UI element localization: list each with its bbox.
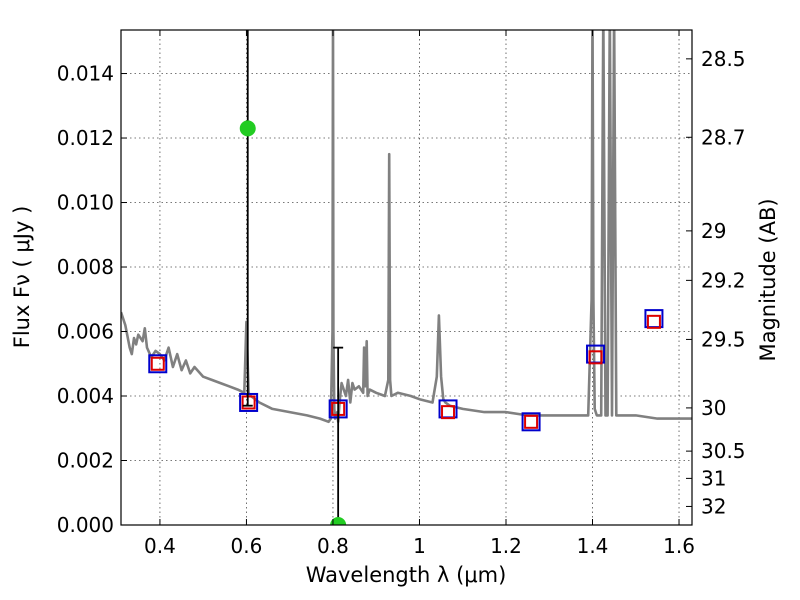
x-axis-title: Wavelength λ (μm) (306, 563, 507, 587)
x-tick-label: 0.8 (317, 534, 349, 558)
x-tick-label: 0.6 (231, 534, 263, 558)
detection-point (330, 517, 347, 525)
y-tick-label: 0.006 (57, 320, 114, 344)
y-tick-label: 0.008 (57, 255, 114, 279)
y-tick-label: 0.002 (57, 449, 114, 473)
right-tick-label: 31 (701, 466, 726, 490)
model-photometry-point (521, 412, 541, 432)
model-photometry-point (148, 354, 168, 374)
axis-ticks: 0.4 0.6 0.8 1 1.2 1.4 1.6 0.000 0.002 0.004 0.006 0… (57, 30, 746, 558)
spectrum-line (121, 30, 692, 424)
x-tick-label: 1.6 (663, 534, 695, 558)
y-tick-label: 0.012 (57, 126, 114, 150)
right-tick-label: 30.5 (701, 439, 746, 463)
observed-photometry-point (150, 356, 165, 371)
y-tick-label: 0.014 (57, 62, 114, 86)
x-tick-label: 0.4 (144, 534, 176, 558)
x-tick-label: 1.4 (577, 534, 609, 558)
observed-photometry-point (588, 350, 603, 365)
right-tick-label: 30 (701, 396, 726, 420)
y-tick-label: 0.000 (57, 513, 114, 537)
plot-frame (120, 29, 693, 526)
plot-data (121, 30, 692, 525)
right-tick-label: 32 (701, 494, 726, 518)
right-tick-label: 28.5 (701, 47, 746, 71)
y-axis-title: Flux Fν ( μJy ) (10, 206, 34, 349)
y-tick-label: 0.010 (57, 191, 114, 215)
observed-photometry-point (524, 414, 539, 429)
detection-point (239, 120, 256, 137)
x-tick-label: 1 (413, 534, 426, 558)
right-tick-label: 29.5 (701, 327, 746, 351)
right-tick-label: 28.7 (701, 125, 746, 149)
gridlines (121, 30, 692, 526)
observed-photometry-point (441, 405, 456, 420)
right-tick-label: 29 (701, 219, 726, 243)
x-tick-label: 1.2 (490, 534, 522, 558)
y-tick-label: 0.004 (57, 384, 114, 408)
right-tick-label: 29.2 (701, 268, 746, 292)
right-axis-title: Magnitude (AB) (756, 198, 780, 361)
observed-photometry-point (646, 314, 661, 329)
